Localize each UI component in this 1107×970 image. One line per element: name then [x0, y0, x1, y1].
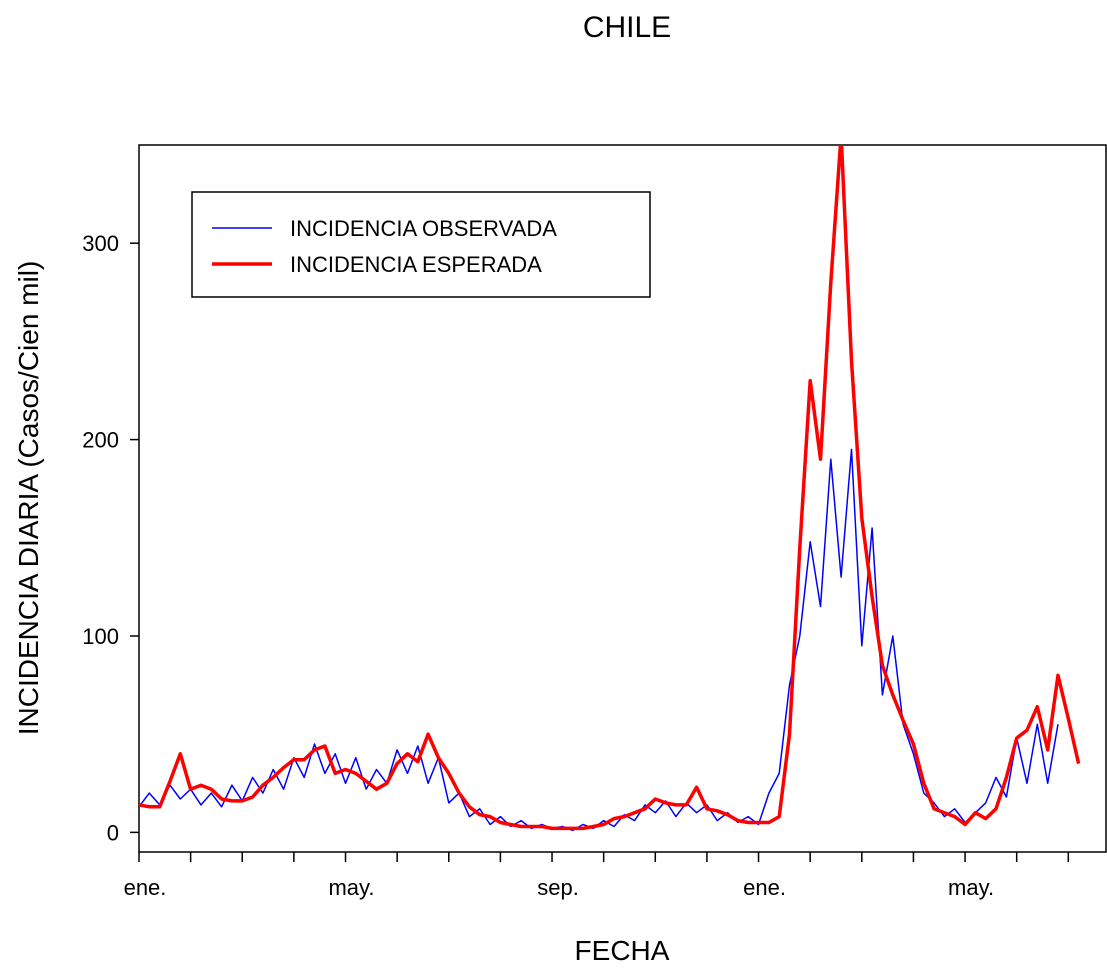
series-line: [139, 145, 1081, 831]
x-tick-label: may.: [948, 875, 994, 900]
legend-box: [191, 191, 651, 298]
legend-label: INCIDENCIA ESPERADA: [290, 252, 542, 277]
x-axis-label: FECHA: [575, 935, 670, 966]
legend-label: INCIDENCIA OBSERVADA: [290, 216, 557, 241]
x-tick-label: may.: [328, 875, 374, 900]
chart-title: CHILE: [583, 11, 671, 44]
y-tick-label: 300: [82, 231, 119, 256]
x-tick-label: ene.: [743, 875, 786, 900]
y-tick-label: 200: [82, 428, 119, 453]
plot-area: [139, 145, 1081, 832]
x-tick-label: ene.: [124, 875, 167, 900]
plot-frame: [138, 144, 1107, 853]
y-tick-label: 0: [107, 820, 119, 845]
y-axis-label: INCIDENCIA DIARIA (Casos/Cien mil): [13, 261, 44, 736]
y-tick-label: 100: [82, 624, 119, 649]
x-tick-label: sep.: [537, 875, 579, 900]
